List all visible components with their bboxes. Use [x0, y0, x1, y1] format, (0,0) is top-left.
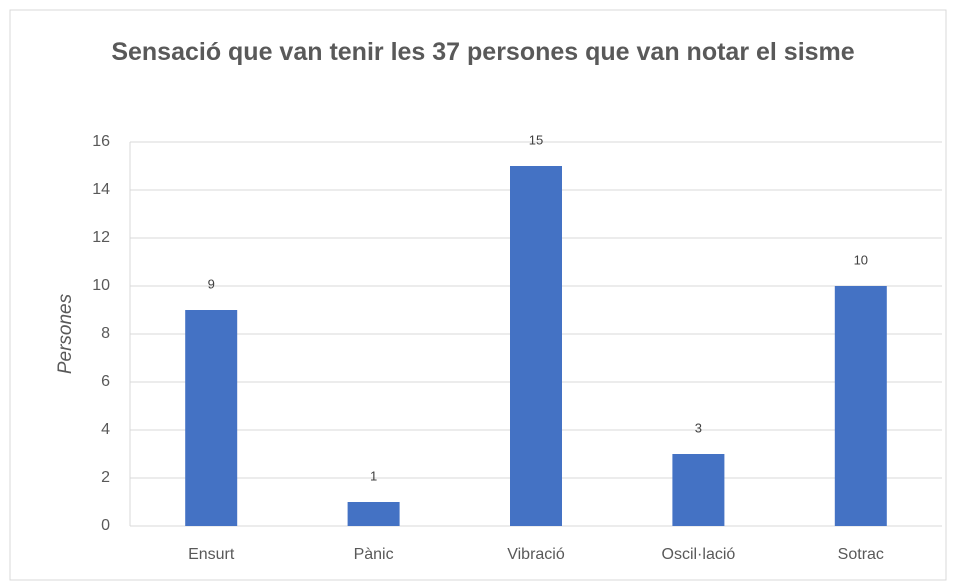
y-tick-label: 14	[92, 181, 110, 198]
y-tick-label: 4	[101, 421, 110, 438]
bar	[672, 454, 725, 526]
bar	[347, 502, 400, 526]
y-tick-label: 8	[101, 325, 110, 342]
x-tick-label: Oscil·lació	[662, 546, 736, 563]
y-tick-label: 2	[101, 469, 110, 486]
y-tick-label: 6	[101, 373, 110, 390]
chart-border	[9, 9, 947, 581]
x-tick-label: Sotrac	[838, 546, 884, 563]
bar	[510, 166, 562, 526]
y-tick-label: 16	[92, 133, 110, 150]
x-tick-label: Vibració	[507, 546, 565, 563]
x-tick-label: Ensurt	[188, 546, 235, 563]
value-label: 3	[695, 420, 702, 435]
value-label: 9	[208, 276, 215, 291]
y-axis-label: Persones	[55, 293, 76, 374]
x-tick-label: Pànic	[354, 546, 394, 563]
value-label: 15	[529, 132, 543, 147]
y-tick-label: 0	[101, 517, 110, 534]
value-label: 10	[854, 252, 868, 267]
bar	[185, 310, 238, 526]
bar	[834, 286, 887, 526]
y-tick-label: 12	[92, 229, 110, 246]
chart-title: Sensació que van tenir les 37 persones q…	[111, 38, 855, 66]
value-label: 1	[370, 468, 377, 483]
y-tick-label: 10	[92, 277, 110, 294]
